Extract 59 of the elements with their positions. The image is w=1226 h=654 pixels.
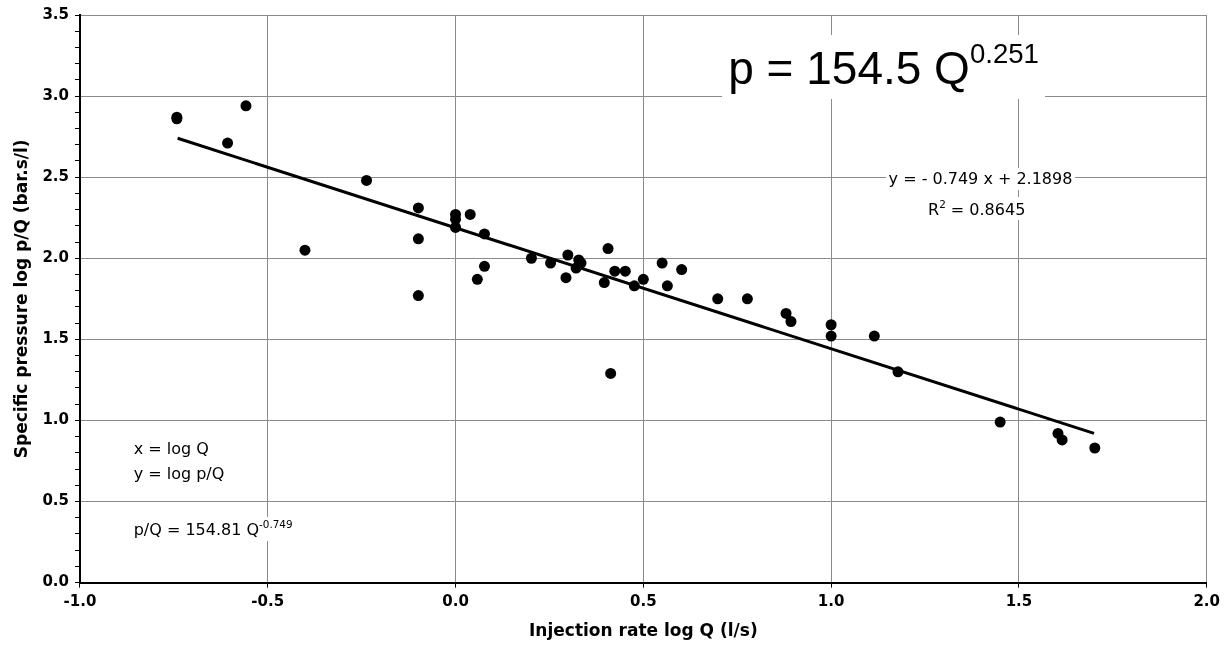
point — [605, 367, 617, 379]
y-axis-title: Specific pressure log p/Q (bar.s/l) — [10, 139, 31, 459]
point — [1089, 442, 1101, 454]
point — [562, 249, 574, 261]
point — [240, 100, 252, 112]
point — [412, 290, 424, 302]
point — [712, 293, 724, 305]
y-tick-label: 1.5 — [42, 329, 69, 348]
x-tick-label: 2.0 — [1193, 592, 1220, 611]
point — [780, 307, 792, 319]
x-tick-label: 1.0 — [817, 592, 845, 611]
x-axis-title: Injection rate log Q (l/s) — [529, 620, 758, 641]
point — [628, 280, 640, 292]
annotation: x = log Q — [130, 437, 212, 460]
point — [637, 273, 649, 285]
x-tick-label: -1.0 — [63, 592, 97, 611]
point — [609, 265, 621, 277]
point — [478, 228, 490, 240]
point — [545, 257, 557, 269]
y-tick-label: 0.5 — [42, 491, 69, 510]
point — [619, 265, 631, 277]
point — [656, 257, 668, 269]
point — [676, 264, 688, 276]
point — [361, 174, 373, 186]
point — [560, 272, 572, 284]
annotation: R$^{2}$ = 0.8645 — [925, 196, 1029, 221]
point — [525, 252, 537, 264]
point — [222, 137, 234, 149]
point — [892, 366, 904, 378]
point — [741, 293, 753, 305]
x-tick-label: 1.5 — [1005, 592, 1033, 611]
x-tick-label: 0.5 — [630, 592, 657, 611]
point — [868, 330, 880, 342]
point — [994, 416, 1006, 428]
point — [478, 260, 490, 272]
point — [412, 233, 424, 245]
x-tick-label: 0.0 — [442, 592, 469, 611]
point — [412, 202, 424, 214]
point — [825, 319, 837, 331]
y-tick-label: 1.0 — [42, 410, 69, 429]
annotation: y = - 0.749 x + 2.1898 — [885, 168, 1076, 190]
y-tick-label: 3.5 — [42, 4, 69, 23]
x-tick-label: -0.5 — [251, 592, 285, 611]
annotation: y = log p/Q — [130, 463, 228, 485]
point — [602, 243, 614, 255]
point — [825, 330, 837, 342]
point — [661, 280, 673, 292]
y-tick-label: 3.0 — [42, 85, 69, 104]
point — [299, 244, 311, 256]
point — [464, 208, 476, 220]
y-tick-label: 0.0 — [42, 572, 69, 591]
point — [1056, 434, 1068, 446]
point — [598, 277, 610, 289]
point — [785, 316, 797, 327]
y-tick-label: 2.5 — [42, 167, 69, 186]
annotation: p = 154.5 Q$^{0.251}$ — [722, 35, 1045, 99]
point — [471, 273, 483, 285]
y-tick-label: 2.0 — [42, 248, 69, 267]
annotation: p/Q = 154.81 Q$^{-0.749}$ — [130, 517, 296, 542]
